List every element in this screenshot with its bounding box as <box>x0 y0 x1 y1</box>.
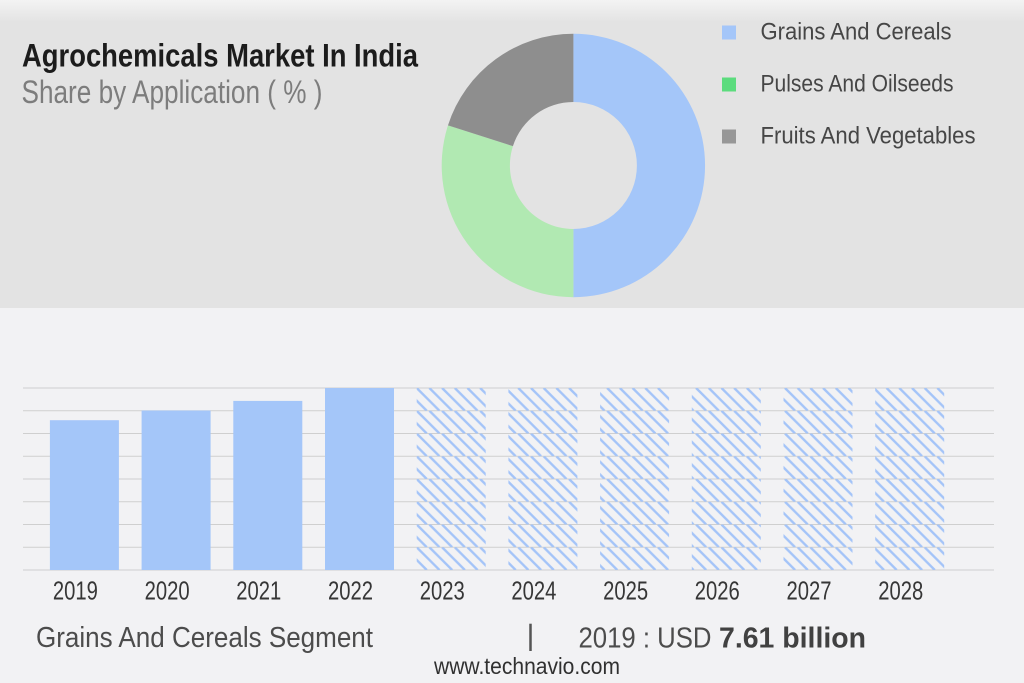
svg-text:Share by Application ( % ): Share by Application ( % ) <box>22 74 323 110</box>
svg-text:2027: 2027 <box>787 576 832 606</box>
svg-text:2023: 2023 <box>420 576 465 606</box>
svg-text:Agrochemicals Market In India: Agrochemicals Market In India <box>22 38 418 74</box>
svg-text:2021: 2021 <box>236 576 281 606</box>
svg-text:2019 : USD: 2019 : USD <box>579 623 712 655</box>
svg-text:2020: 2020 <box>145 576 190 606</box>
svg-text:Grains And Cereals Segment: Grains And Cereals Segment <box>36 622 373 654</box>
svg-text:2022: 2022 <box>328 576 373 606</box>
svg-text:2028: 2028 <box>878 576 923 606</box>
svg-text:2024: 2024 <box>511 576 556 606</box>
svg-text:www.technavio.com: www.technavio.com <box>433 653 620 679</box>
svg-text:Fruits And Vegetables: Fruits And Vegetables <box>761 122 976 149</box>
svg-text:7.61 billion: 7.61 billion <box>719 623 866 655</box>
svg-text:Pulses And Oilseeds: Pulses And Oilseeds <box>761 70 954 97</box>
svg-text:2026: 2026 <box>695 576 740 606</box>
svg-text:Grains And Cereals: Grains And Cereals <box>761 18 952 45</box>
svg-text:2019: 2019 <box>53 576 98 606</box>
svg-text:2025: 2025 <box>603 576 648 606</box>
